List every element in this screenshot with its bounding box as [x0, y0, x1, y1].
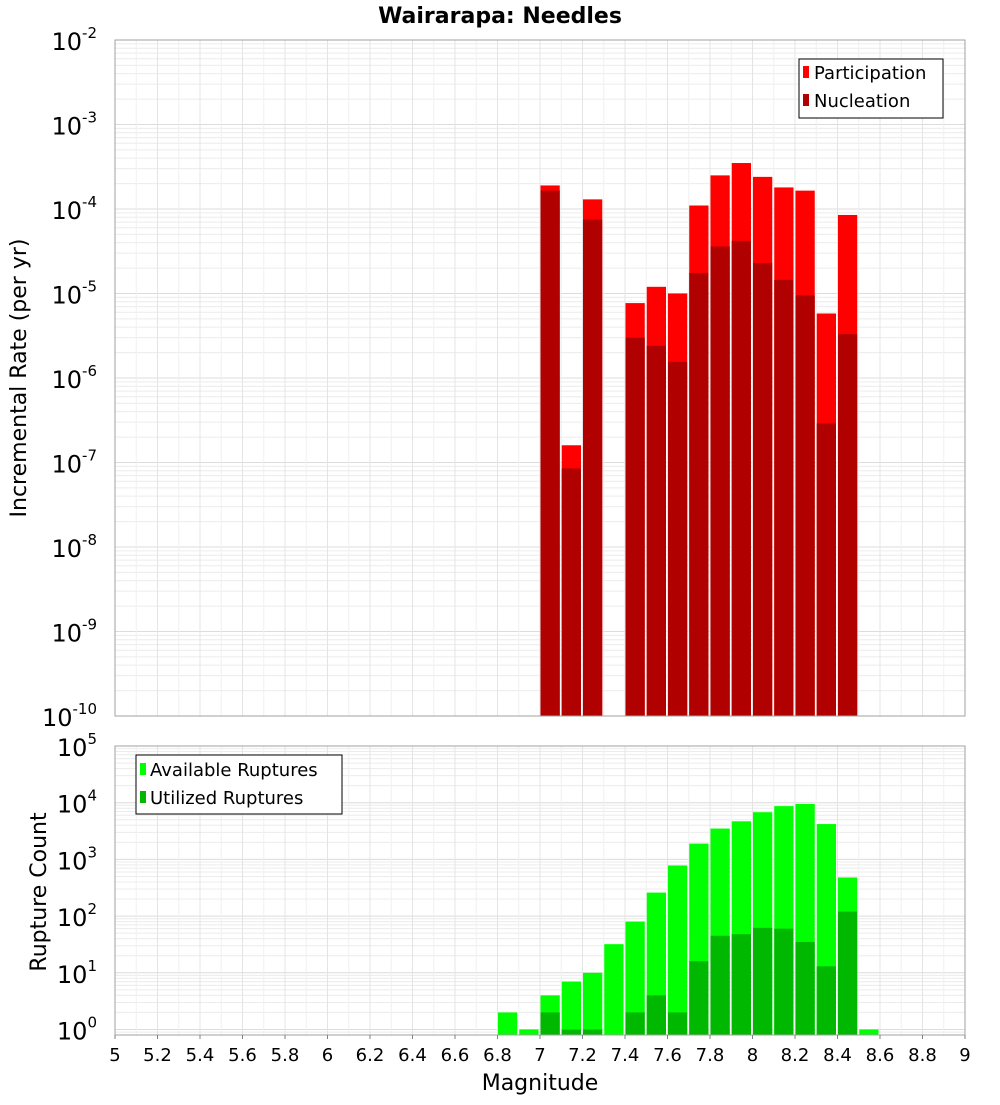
- bottom-legend: Available Ruptures Utilized Ruptures: [135, 754, 343, 815]
- x-tick-label: 6.4: [398, 1045, 427, 1066]
- count-bar-utilized-ruptures: [689, 961, 709, 1035]
- x-tick-label: 8: [747, 1045, 758, 1066]
- count-bar-utilized-ruptures: [625, 1012, 645, 1035]
- bottom-chart-panel: 100 101 102 103 104 105 5 5.2 5.4 5.6 5.8 6 6.2 6.4 6…: [27, 730, 971, 1096]
- bottom-y-tick-label: 105: [57, 730, 97, 762]
- bottom-y-tick-label: 104: [57, 787, 97, 819]
- top-y-tick-label: 10-7: [51, 447, 97, 479]
- bottom-y-tick-label: 101: [57, 957, 97, 989]
- rate-bar-nucleation: [668, 361, 688, 716]
- count-bar-utilized-ruptures: [838, 911, 858, 1035]
- x-axis-label: Magnitude: [482, 1071, 599, 1096]
- x-tick-label: 9: [959, 1045, 970, 1066]
- x-tick-label: 7.8: [696, 1045, 725, 1066]
- rate-bar-nucleation: [625, 337, 645, 716]
- rate-bar-nucleation: [540, 190, 560, 716]
- top-y-ticks: 10-10 10-9 10-8 10-7 10-6 10-5 10-4 10-3 10-2: [42, 24, 97, 732]
- x-tick-label: 5.2: [143, 1045, 172, 1066]
- top-y-axis-label: Incremental Rate (per yr): [7, 239, 32, 518]
- count-bar-available-ruptures: [561, 981, 581, 1035]
- rate-bar-nucleation: [561, 468, 581, 716]
- legend-label-participation: Participation: [814, 63, 926, 84]
- x-tick-label: 5: [109, 1045, 120, 1066]
- count-bar-utilized-ruptures: [646, 995, 666, 1035]
- rate-bar-nucleation: [646, 345, 666, 716]
- rate-bar-nucleation: [795, 295, 815, 716]
- legend-swatch-nucleation: [803, 94, 809, 106]
- bottom-legend-box: [135, 754, 343, 815]
- top-y-tick-label: 10-2: [51, 24, 97, 56]
- count-bar-utilized-ruptures: [753, 927, 773, 1035]
- rate-bar-nucleation: [583, 219, 603, 717]
- count-bar-utilized-ruptures: [774, 928, 794, 1035]
- count-bar-available-ruptures: [519, 1029, 539, 1035]
- top-y-tick-label: 10-3: [51, 109, 97, 141]
- x-tick-label: 6.6: [441, 1045, 470, 1066]
- x-tick-label: 6.2: [356, 1045, 385, 1066]
- count-bar-available-ruptures: [859, 1029, 879, 1035]
- x-tick-label: 7: [534, 1045, 545, 1066]
- count-bar-utilized-ruptures: [540, 1012, 560, 1035]
- x-tick-label: 8.6: [866, 1045, 895, 1066]
- x-tick-label: 8.8: [908, 1045, 937, 1066]
- bottom-y-tick-label: 100: [57, 1014, 97, 1046]
- top-y-tick-label: 10-10: [42, 700, 97, 732]
- top-plot-border: [114, 39, 966, 717]
- count-bar-available-ruptures: [668, 865, 688, 1035]
- x-tick-label: 7.6: [653, 1045, 682, 1066]
- top-chart-panel: 10-10 10-9 10-8 10-7 10-6 10-5 10-4 10-3 10-2 In…: [7, 24, 966, 732]
- legend-label-available: Available Ruptures: [150, 760, 318, 781]
- bottom-y-tick-label: 102: [57, 900, 97, 932]
- x-tick-label: 5.6: [228, 1045, 257, 1066]
- bottom-y-ticks: 100 101 102 103 104 105: [57, 730, 97, 1046]
- legend-label-utilized: Utilized Ruptures: [150, 788, 303, 809]
- x-tick-label: 6: [322, 1045, 333, 1066]
- bottom-y-tick-label: 103: [57, 843, 97, 875]
- count-bar-utilized-ruptures: [710, 935, 730, 1035]
- chart-title: Wairarapa: Needles: [378, 4, 622, 29]
- bottom-x-ticks: 5 5.2 5.4 5.6 5.8 6 6.2 6.4 6.6 6.8 7 7.2 7.4 7.6 7.8 8…: [109, 1035, 971, 1066]
- legend-swatch-available: [140, 763, 146, 775]
- rate-bar-nucleation: [816, 423, 836, 716]
- top-y-tick-label: 10-4: [51, 193, 97, 225]
- rate-bar-nucleation: [774, 279, 794, 716]
- top-legend: Participation Nucleation: [798, 58, 944, 119]
- x-tick-label: 8.2: [781, 1045, 810, 1066]
- x-tick-label: 5.4: [186, 1045, 215, 1066]
- x-tick-label: 6.8: [483, 1045, 512, 1066]
- count-bar-utilized-ruptures: [795, 941, 815, 1035]
- count-bar-utilized-ruptures: [561, 1029, 581, 1035]
- count-bar-utilized-ruptures: [583, 1029, 603, 1035]
- x-tick-label: 7.2: [568, 1045, 597, 1066]
- count-bar-utilized-ruptures: [668, 1012, 688, 1035]
- rate-bar-nucleation: [838, 334, 858, 716]
- rate-bar-nucleation: [710, 246, 730, 716]
- top-y-tick-label: 10-9: [51, 616, 97, 648]
- bottom-bars: [498, 803, 879, 1035]
- top-y-tick-label: 10-6: [51, 362, 97, 394]
- count-bar-available-ruptures: [583, 972, 603, 1035]
- rate-bar-nucleation: [689, 272, 709, 716]
- legend-swatch-utilized: [140, 791, 146, 803]
- x-tick-label: 7.4: [611, 1045, 640, 1066]
- count-bar-available-ruptures: [498, 1012, 518, 1035]
- count-bar-available-ruptures: [625, 921, 645, 1035]
- rate-bar-nucleation: [731, 240, 751, 716]
- legend-swatch-participation: [803, 66, 809, 78]
- count-bar-available-ruptures: [604, 944, 624, 1035]
- legend-label-nucleation: Nucleation: [814, 91, 910, 112]
- bottom-y-axis-label: Rupture Count: [27, 812, 52, 972]
- count-bar-utilized-ruptures: [816, 966, 836, 1035]
- top-bars: [540, 163, 858, 717]
- top-y-tick-label: 10-5: [51, 278, 97, 310]
- top-y-tick-label: 10-8: [51, 531, 97, 563]
- x-tick-label: 8.4: [823, 1045, 852, 1066]
- rate-bar-nucleation: [753, 262, 773, 716]
- x-tick-label: 5.8: [271, 1045, 300, 1066]
- top-grid: [114, 39, 966, 717]
- count-bar-utilized-ruptures: [731, 934, 751, 1035]
- top-legend-box: [798, 58, 944, 119]
